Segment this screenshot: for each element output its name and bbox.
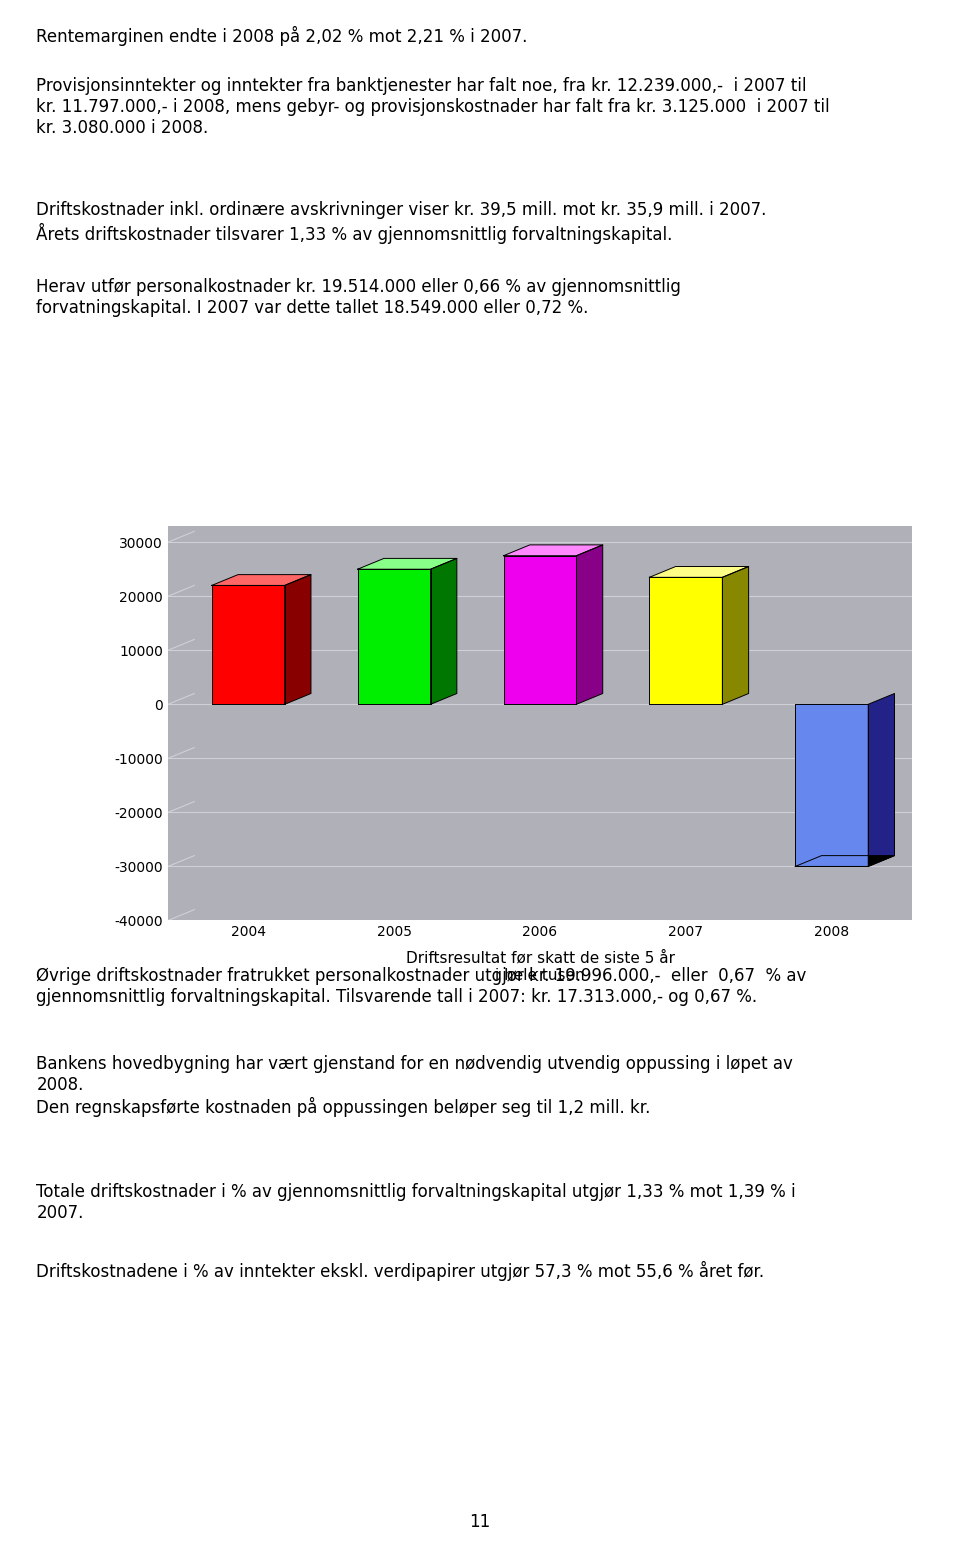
Text: 11: 11 [469,1513,491,1532]
Polygon shape [504,545,603,555]
Polygon shape [285,574,311,704]
Polygon shape [431,558,457,704]
Polygon shape [212,574,311,585]
Polygon shape [795,855,895,866]
Text: Bankens hovedbygning har vært gjenstand for en nødvendig utvendig oppussing i lø: Bankens hovedbygning har vært gjenstand … [36,1055,793,1117]
Polygon shape [576,545,603,704]
Text: Driftskostnader inkl. ordinære avskrivninger viser kr. 39,5 mill. mot kr. 35,9 m: Driftskostnader inkl. ordinære avskrivni… [36,201,767,243]
Polygon shape [649,577,722,704]
Polygon shape [212,585,285,704]
Polygon shape [722,566,749,704]
Polygon shape [795,704,868,866]
Polygon shape [358,569,431,704]
Text: Øvrige driftskostnader fratrukket personalkostnader utgjør kr. 19.996.000,-  ell: Øvrige driftskostnader fratrukket person… [36,967,806,1006]
Text: Provisjonsinntekter og inntekter fra banktjenester har falt noe, fra kr. 12.239.: Provisjonsinntekter og inntekter fra ban… [36,77,830,138]
Text: Driftskostnadene i % av inntekter ekskl. verdipapirer utgjør 57,3 % mot 55,6 % å: Driftskostnadene i % av inntekter ekskl.… [36,1261,764,1281]
Text: Totale driftskostnader i % av gjennomsnittlig forvaltningskapital utgjør 1,33 % : Totale driftskostnader i % av gjennomsni… [36,1183,796,1222]
Text: Driftsresultat før skatt de siste 5 år
i hele tusen: Driftsresultat før skatt de siste 5 år i… [405,950,675,982]
Polygon shape [649,566,749,577]
Text: Herav utfør personalkostnader kr. 19.514.000 eller 0,66 % av gjennomsnittlig
for: Herav utfør personalkostnader kr. 19.514… [36,278,682,317]
Polygon shape [868,693,895,866]
Polygon shape [504,555,576,704]
Text: Rentemarginen endte i 2008 på 2,02 % mot 2,21 % i 2007.: Rentemarginen endte i 2008 på 2,02 % mot… [36,26,528,46]
Polygon shape [358,558,457,569]
